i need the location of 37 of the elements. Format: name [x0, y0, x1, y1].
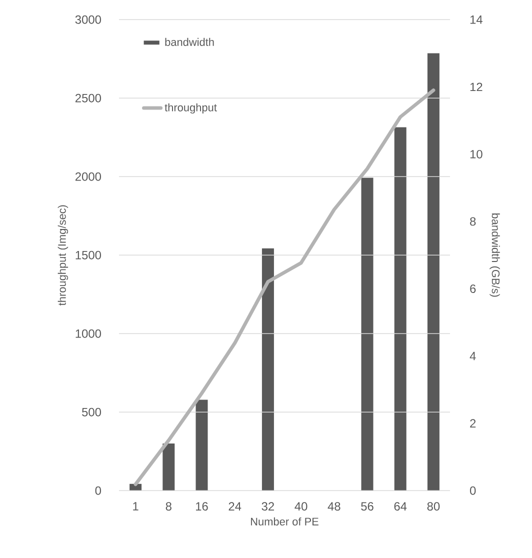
x-tick-label: 80 — [427, 502, 440, 511]
y2-axis-title: bandwidth (GB/s) — [490, 213, 500, 297]
x-axis-title: Number of PE — [250, 517, 318, 526]
y-tick-label: 2000 — [75, 172, 102, 181]
y-tick-label: 1000 — [76, 329, 102, 338]
y2-tick-label: 2 — [470, 419, 476, 428]
y-tick-label: 2500 — [75, 94, 102, 102]
y2-tick-label: 4 — [470, 352, 476, 360]
y-axis-title: throughput (Img/sec) — [58, 205, 68, 306]
y-tick-label: 1500 — [76, 250, 102, 260]
y2-tick-label: 10 — [470, 150, 482, 158]
bar — [196, 400, 208, 491]
y-tick-label: 500 — [82, 408, 102, 416]
x-tick-label: 32 — [262, 502, 274, 511]
y2-tick-label: 14 — [470, 15, 482, 24]
x-tick-label: 64 — [394, 502, 407, 511]
x-tick-label: 48 — [328, 502, 340, 511]
y2-tick-label: 12 — [470, 82, 482, 92]
x-tick-label: 40 — [294, 502, 308, 511]
legend-label: throughput — [164, 103, 217, 114]
bar — [394, 127, 406, 491]
bar — [162, 444, 175, 491]
bar — [361, 178, 374, 491]
x-tick-label: 1 — [133, 502, 138, 510]
x-tick-label: 16 — [196, 502, 208, 511]
legend-label: bandwidth — [165, 38, 214, 46]
y2-tick-label: 8 — [470, 217, 476, 226]
y2-tick-label: 0 — [470, 486, 476, 495]
bar — [262, 248, 274, 491]
x-tick-label: 8 — [166, 502, 172, 511]
y2-tick-label: 6 — [470, 284, 476, 293]
line-series — [134, 88, 436, 486]
y-tick-label: 0 — [95, 486, 102, 495]
bar — [427, 53, 440, 491]
y-tick-label: 3000 — [75, 15, 102, 24]
x-tick-label: 24 — [228, 502, 242, 510]
x-tick-label: 56 — [361, 502, 374, 511]
